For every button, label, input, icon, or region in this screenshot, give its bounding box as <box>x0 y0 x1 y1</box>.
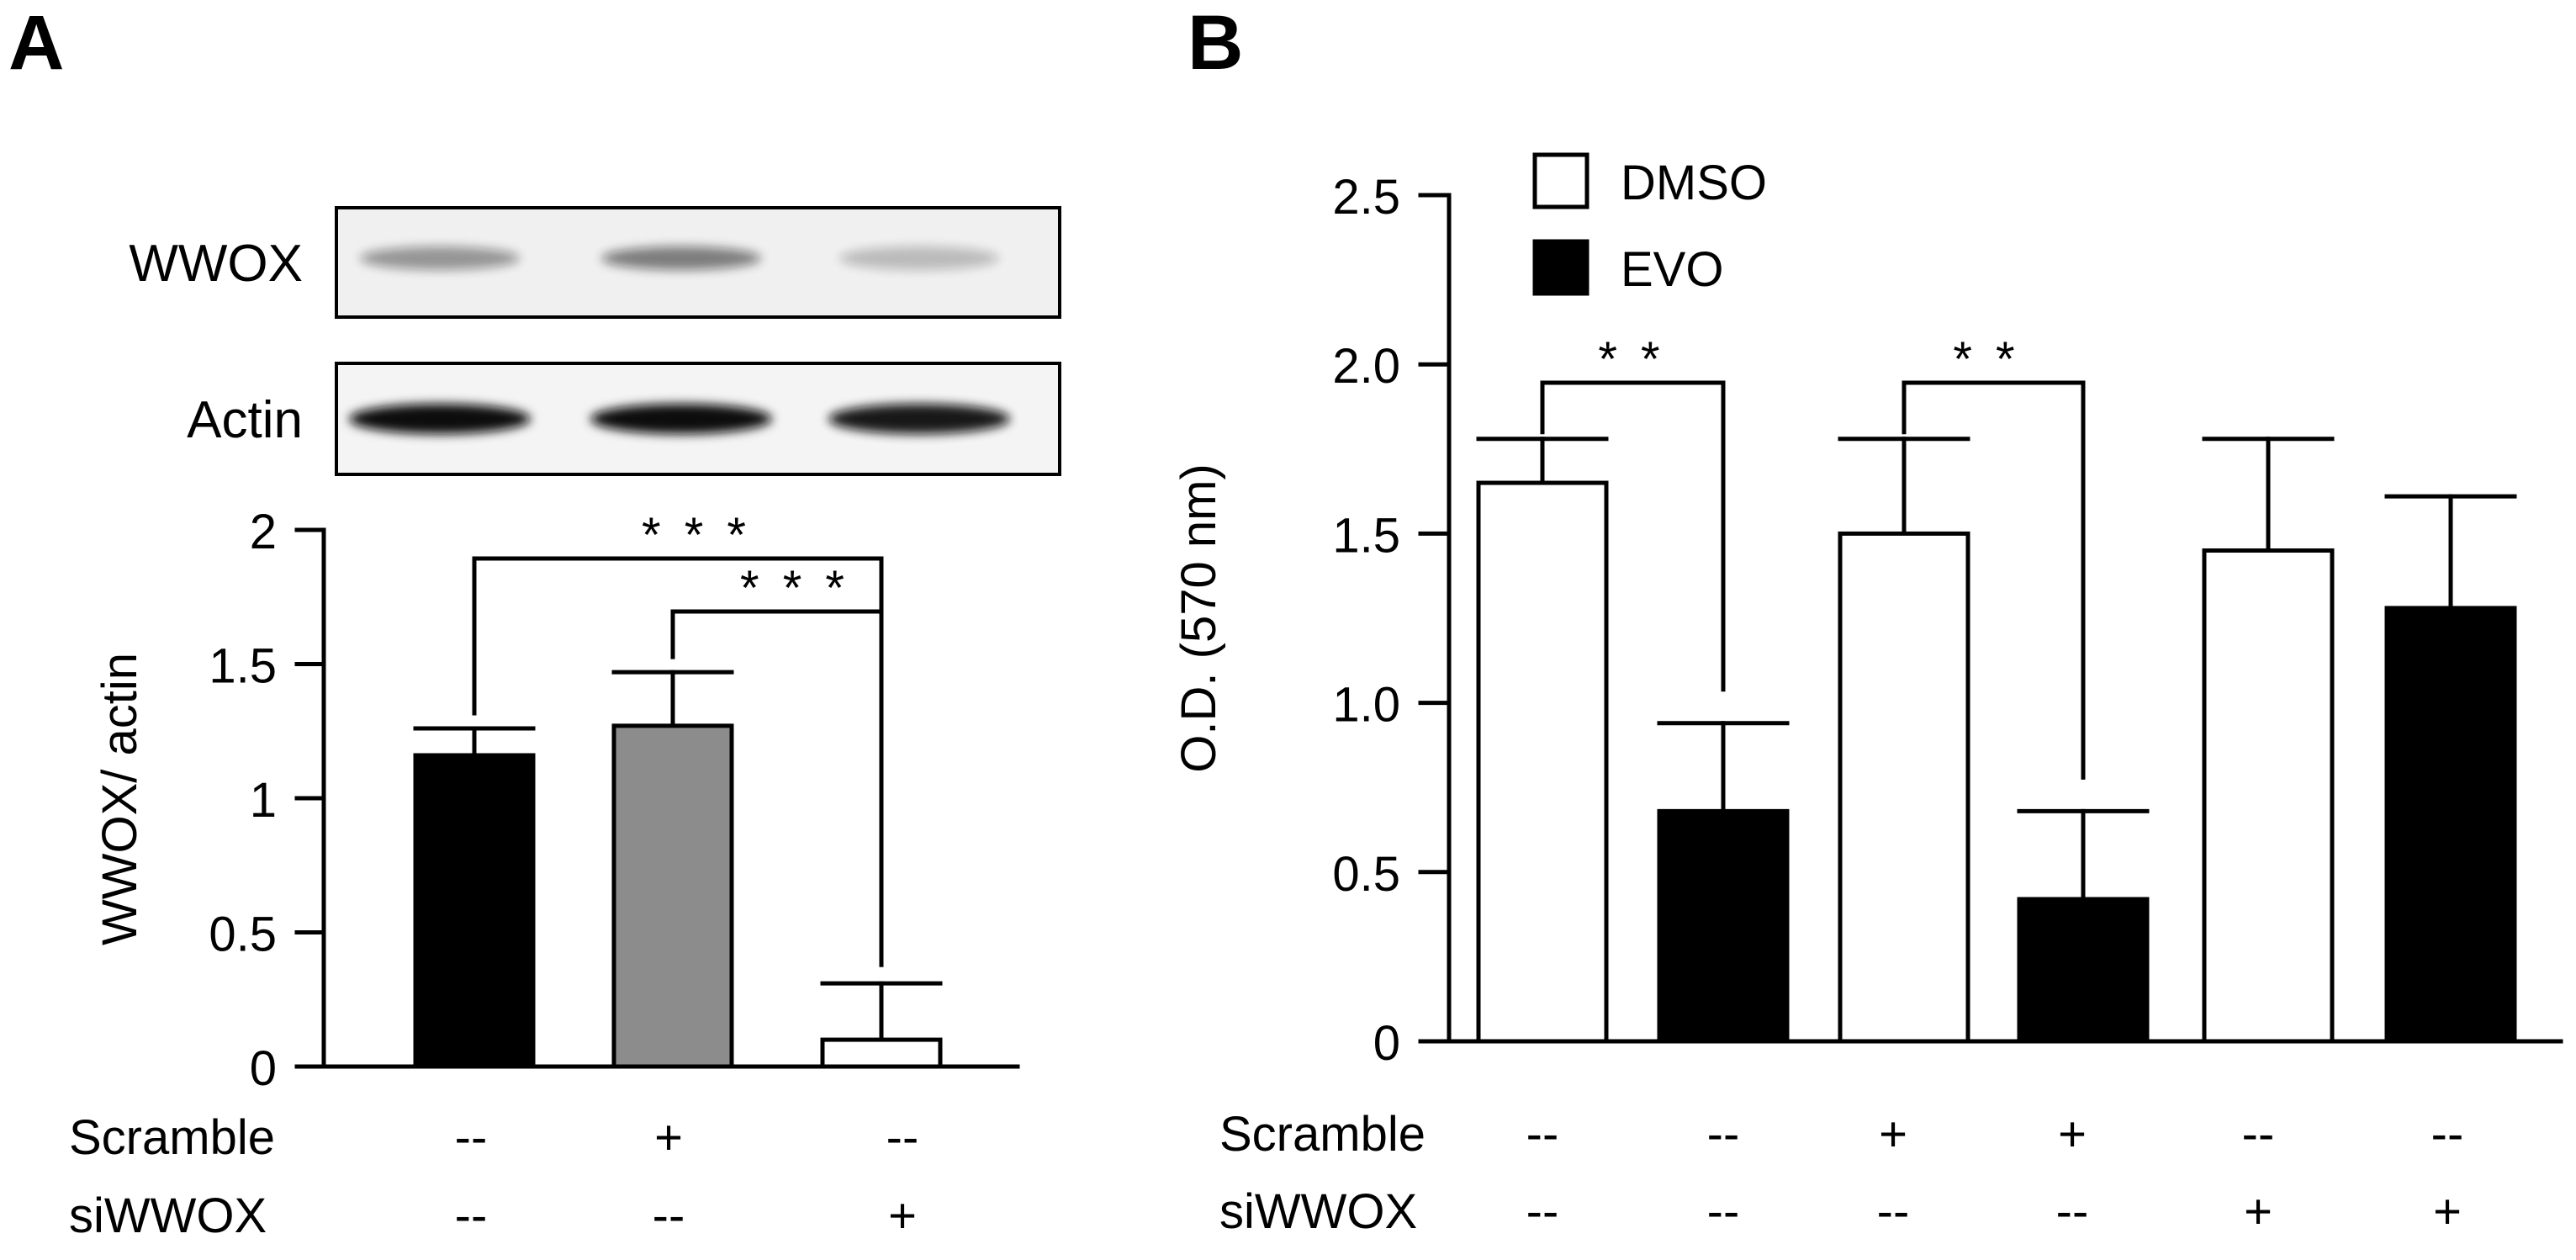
y-tick-label: 2.0 <box>1332 339 1400 394</box>
condition-value: -- <box>2431 1107 2464 1162</box>
bar <box>2202 548 2335 1044</box>
y-tick-label: 0.5 <box>1332 847 1400 902</box>
legend-label: DMSO <box>1621 156 1767 210</box>
condition-value: + <box>888 1189 917 1243</box>
bar <box>2384 606 2517 1044</box>
condition-value: -- <box>455 1110 488 1165</box>
blot-band <box>839 246 999 270</box>
legend-label: EVO <box>1621 242 1724 297</box>
y-tick-label: 1.5 <box>209 639 277 694</box>
bar <box>413 753 536 1069</box>
chart-b: 0 0.5 1.0 1.5 2.0 2.5 O.D. (570 nm) * * * * Scram… <box>1172 152 2563 1239</box>
condition-value: -- <box>1707 1107 1740 1162</box>
blot-band <box>590 404 772 434</box>
blot-band <box>360 246 520 270</box>
condition-value: + <box>2433 1184 2462 1239</box>
significance-label: * * <box>1598 332 1664 387</box>
condition-value: -- <box>1877 1184 1910 1239</box>
y-tick-label: 0 <box>1373 1016 1400 1071</box>
blot-band <box>349 404 531 434</box>
bar <box>1657 808 1790 1044</box>
blot-row-label: WWOX <box>129 235 303 293</box>
legend-swatch <box>1532 239 1590 296</box>
condition-value: -- <box>653 1189 685 1243</box>
bar <box>611 723 734 1069</box>
condition-label: siWWOX <box>69 1189 267 1243</box>
bar <box>820 1037 943 1069</box>
y-tick-label: 2.5 <box>1332 170 1400 225</box>
condition-value: -- <box>1526 1107 1559 1162</box>
chart-a: 0 0.5 1 1.5 2 WWOX/ actin * * ** * * Scramble --… <box>69 505 1020 1243</box>
panel-a-label: A <box>8 0 64 86</box>
y-axis-label: WWOX/ actin <box>93 653 147 945</box>
condition-value: + <box>2244 1184 2272 1239</box>
condition-value: + <box>654 1110 683 1165</box>
condition-value: -- <box>455 1189 488 1243</box>
condition-value: -- <box>2242 1107 2275 1162</box>
blot-band <box>601 246 761 270</box>
y-tick-label: 2 <box>250 505 277 559</box>
y-tick-label: 1.0 <box>1332 678 1400 733</box>
significance-label: * * <box>1953 332 2019 387</box>
bar <box>1476 480 1609 1044</box>
blot-band <box>828 404 1010 434</box>
condition-label: Scramble <box>69 1110 275 1165</box>
condition-value: -- <box>1526 1184 1559 1239</box>
condition-value: -- <box>1707 1184 1740 1239</box>
condition-value: -- <box>886 1110 919 1165</box>
panel-b-label: B <box>1187 0 1243 86</box>
condition-label: siWWOX <box>1219 1184 1417 1239</box>
condition-label: Scramble <box>1219 1107 1426 1162</box>
blot-row-label: Actin <box>187 391 303 449</box>
bar <box>2017 897 2150 1044</box>
y-axis-label: O.D. (570 nm) <box>1172 463 1226 772</box>
condition-value: + <box>1879 1107 1907 1162</box>
significance-label: * * * <box>642 508 751 563</box>
legend-swatch <box>1532 152 1590 209</box>
y-tick-label: 0 <box>250 1041 277 1096</box>
y-tick-label: 1.5 <box>1332 508 1400 563</box>
significance-label: * * * <box>740 561 849 616</box>
condition-value: + <box>2058 1107 2087 1162</box>
y-tick-label: 1 <box>250 773 277 828</box>
bar <box>1838 531 1970 1044</box>
condition-value: -- <box>2056 1184 2089 1239</box>
y-tick-label: 0.5 <box>209 908 277 962</box>
western-blot: WWOX Actin <box>129 206 1061 476</box>
